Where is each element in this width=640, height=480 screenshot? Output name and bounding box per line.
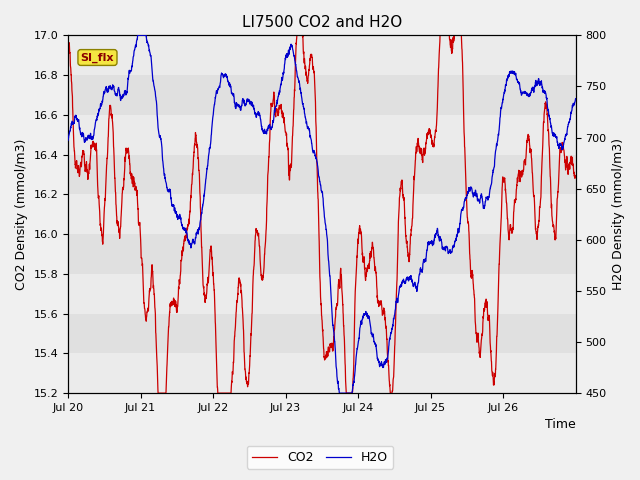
Legend: CO2, H2O: CO2, H2O [247,446,393,469]
Y-axis label: CO2 Density (mmol/m3): CO2 Density (mmol/m3) [15,139,28,290]
CO2 [154,390,162,396]
Bar [68,155,575,194]
H2O [64,138,72,144]
X-axis label: Time: Time [545,419,575,432]
Line: H2O: H2O [68,36,575,393]
CO2 [572,174,579,180]
Y-axis label: H2O Density (mmol/m3): H2O Density (mmol/m3) [612,138,625,290]
Bar [68,313,575,353]
H2O [562,132,570,137]
CO2 [293,33,301,38]
Bar [68,115,575,155]
H2O [152,97,160,103]
H2O [508,69,515,74]
CO2 [152,336,160,341]
H2O [335,390,343,396]
CO2 [508,226,515,232]
Line: CO2: CO2 [68,36,575,393]
Bar [68,353,575,393]
CO2 [562,162,570,168]
CO2 [64,51,72,57]
H2O [134,33,142,38]
H2O [259,127,267,133]
CO2 [122,146,130,152]
Bar [68,194,575,234]
H2O [281,60,289,66]
H2O [122,92,130,98]
Bar [68,36,575,75]
Bar [68,234,575,274]
Bar [68,75,575,115]
H2O [572,96,579,102]
CO2 [281,124,289,130]
Bar [68,274,575,313]
CO2 [259,275,267,280]
Title: LI7500 CO2 and H2O: LI7500 CO2 and H2O [242,15,402,30]
Text: SI_flx: SI_flx [81,52,114,63]
